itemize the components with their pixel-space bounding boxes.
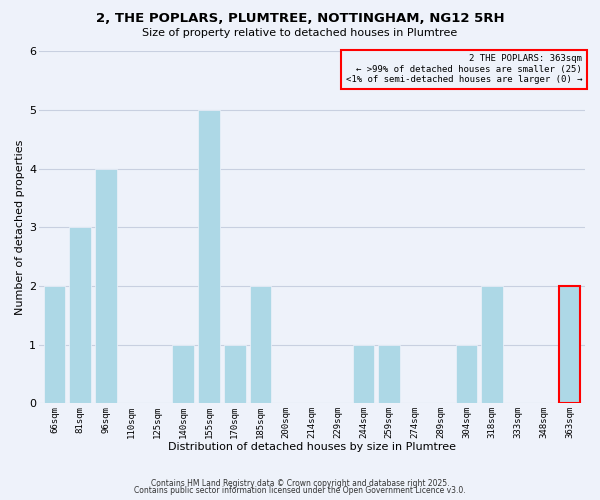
Bar — [172, 344, 194, 404]
Bar — [559, 286, 580, 404]
Bar — [44, 286, 65, 404]
Text: Size of property relative to detached houses in Plumtree: Size of property relative to detached ho… — [142, 28, 458, 38]
Bar — [379, 344, 400, 404]
Bar — [353, 344, 374, 404]
Bar — [198, 110, 220, 404]
Y-axis label: Number of detached properties: Number of detached properties — [15, 140, 25, 315]
Text: Contains public sector information licensed under the Open Government Licence v3: Contains public sector information licen… — [134, 486, 466, 495]
Bar — [250, 286, 271, 404]
Bar — [70, 228, 91, 404]
Text: 2 THE POPLARS: 363sqm
← >99% of detached houses are smaller (25)
<1% of semi-det: 2 THE POPLARS: 363sqm ← >99% of detached… — [346, 54, 582, 84]
X-axis label: Distribution of detached houses by size in Plumtree: Distribution of detached houses by size … — [168, 442, 456, 452]
Bar — [481, 286, 503, 404]
Text: Contains HM Land Registry data © Crown copyright and database right 2025.: Contains HM Land Registry data © Crown c… — [151, 478, 449, 488]
Text: 2, THE POPLARS, PLUMTREE, NOTTINGHAM, NG12 5RH: 2, THE POPLARS, PLUMTREE, NOTTINGHAM, NG… — [95, 12, 505, 26]
Bar — [224, 344, 246, 404]
Bar — [95, 169, 117, 404]
Bar — [455, 344, 478, 404]
